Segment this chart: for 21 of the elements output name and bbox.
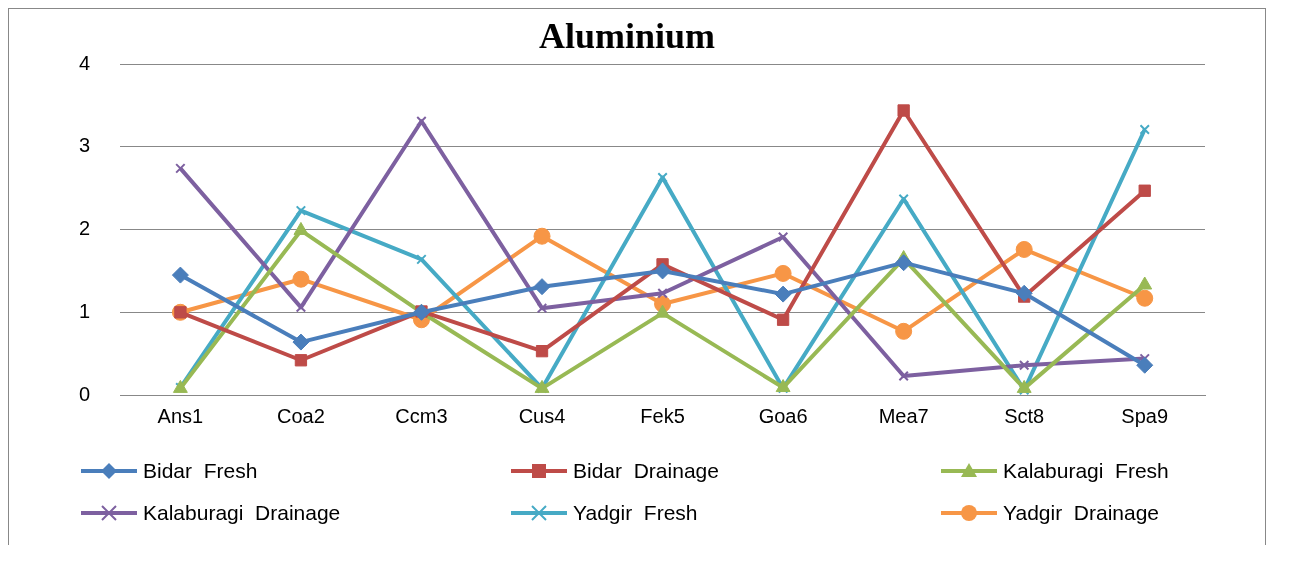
x-tick-label: Mea7 [878, 404, 929, 427]
legend-label: Bidar Drainage [573, 459, 719, 483]
y-tick-label: 0 [79, 382, 91, 405]
x-tick-label: Ans1 [157, 404, 204, 427]
x-tick-label: Ccm3 [395, 404, 448, 427]
legend-label: Yadgir Fresh [573, 501, 698, 525]
legend-label: Kalaburagi Fresh [1003, 459, 1169, 483]
y-tick-label: 2 [79, 217, 91, 240]
y-tick-label: 3 [79, 134, 91, 157]
x-tick-label: Coa2 [277, 404, 325, 427]
x-tick-label: Sct8 [1004, 404, 1045, 427]
legend-label: Yadgir Drainage [1003, 501, 1160, 525]
legend-label: Bidar Fresh [143, 459, 258, 483]
x-tick-label: Fek5 [640, 404, 685, 427]
y-tick-label: 4 [79, 51, 91, 74]
x-tick-label: Spa9 [1121, 404, 1169, 427]
x-tick-label: Goa6 [758, 404, 808, 427]
x-tick-label: Cus4 [518, 404, 566, 427]
y-tick-label: 1 [79, 299, 91, 322]
chart-title: Aluminium [538, 15, 716, 56]
legend-label: Kalaburagi Drainage [143, 501, 341, 525]
